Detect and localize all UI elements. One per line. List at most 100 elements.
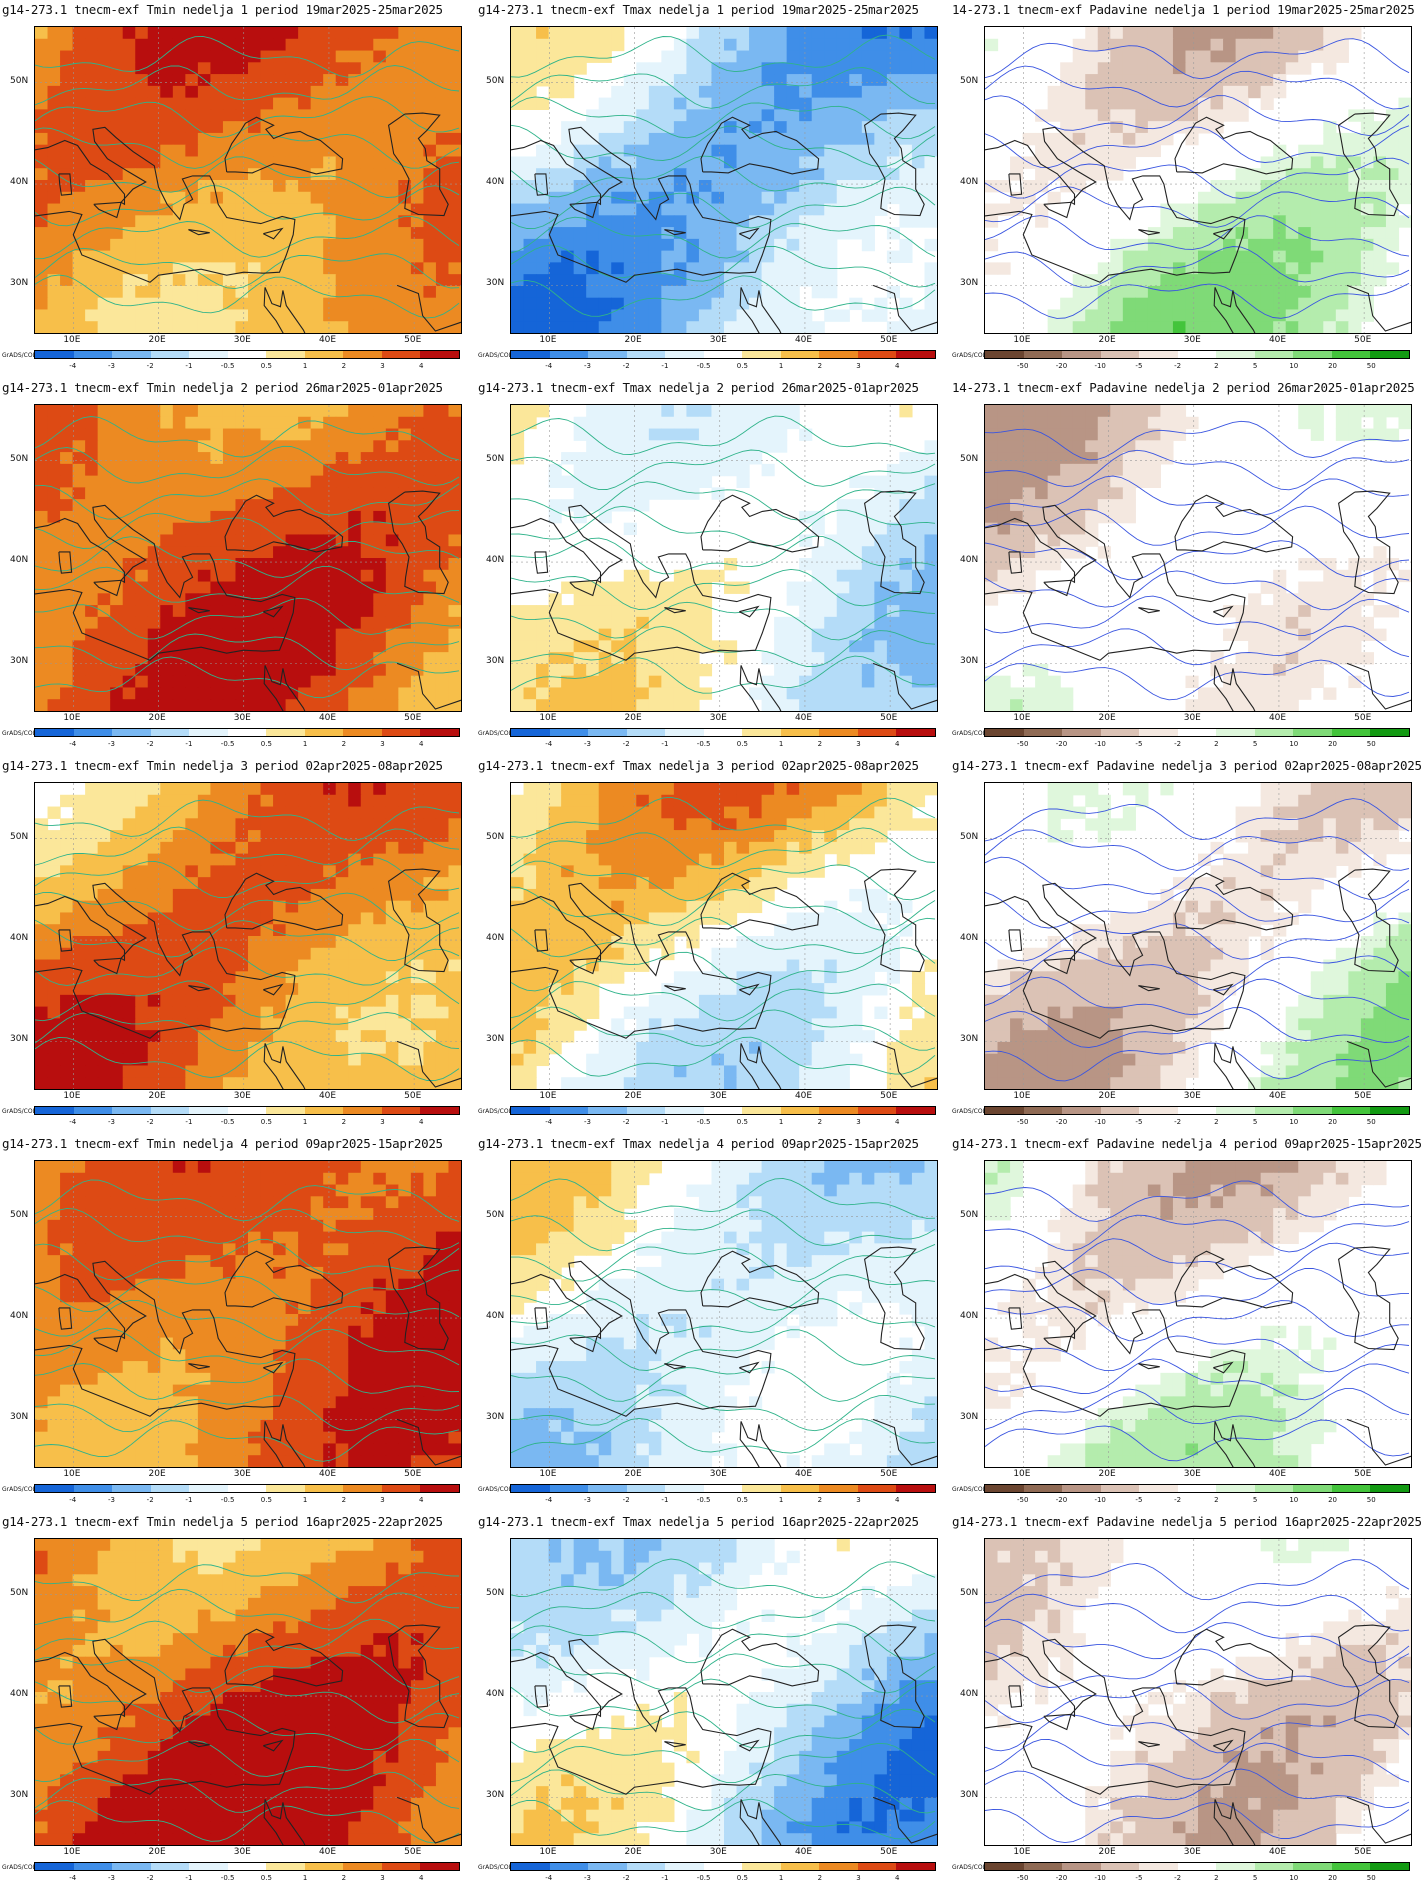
anomaly-cell bbox=[924, 215, 937, 228]
anomaly-cell bbox=[47, 830, 61, 843]
anomaly-map bbox=[984, 26, 1412, 334]
anomaly-cell bbox=[373, 168, 387, 181]
longitude-label: 10E bbox=[63, 713, 81, 723]
anomaly-cell bbox=[210, 97, 224, 110]
anomaly-cell bbox=[611, 463, 625, 477]
anomaly-cell bbox=[924, 663, 937, 677]
anomaly-cell bbox=[1172, 85, 1187, 99]
anomaly-cell bbox=[1273, 652, 1287, 665]
anomaly-cell bbox=[761, 50, 775, 63]
anomaly-cell bbox=[623, 227, 637, 240]
anomaly-cell bbox=[273, 180, 287, 193]
anomaly-cell bbox=[235, 132, 249, 146]
anomaly-cell bbox=[122, 534, 136, 547]
anomaly-cell bbox=[210, 830, 224, 843]
anomaly-cell bbox=[197, 947, 212, 961]
anomaly-cell bbox=[60, 85, 74, 99]
anomaly-cell bbox=[1172, 227, 1187, 240]
colorbar-swatch bbox=[304, 351, 344, 358]
anomaly-cell bbox=[1335, 285, 1349, 299]
anomaly-cell bbox=[523, 285, 537, 299]
anomaly-cell bbox=[197, 783, 212, 796]
anomaly-cell bbox=[761, 168, 775, 181]
anomaly-cell bbox=[1235, 699, 1249, 711]
anomaly-cell bbox=[511, 168, 525, 181]
anomaly-cell bbox=[598, 285, 612, 299]
anomaly-cell bbox=[72, 416, 86, 430]
anomaly-cell bbox=[398, 841, 412, 855]
anomaly-cell bbox=[1260, 191, 1274, 205]
anomaly-cell bbox=[1160, 309, 1174, 322]
anomaly-cell bbox=[160, 522, 174, 536]
anomaly-cell bbox=[1035, 699, 1049, 711]
anomaly-cell bbox=[985, 238, 999, 252]
anomaly-cell bbox=[360, 285, 374, 299]
anomaly-cell bbox=[248, 699, 262, 711]
anomaly-cell bbox=[235, 144, 249, 158]
anomaly-cell bbox=[147, 971, 161, 984]
anomaly-cell bbox=[47, 616, 61, 630]
anomaly-cell bbox=[1260, 297, 1274, 311]
anomaly-cell bbox=[899, 50, 913, 63]
anomaly-cell bbox=[849, 640, 863, 653]
anomaly-cell bbox=[60, 297, 74, 311]
anomaly-cell bbox=[360, 783, 374, 796]
anomaly-cell bbox=[724, 274, 738, 287]
anomaly-cell bbox=[210, 238, 224, 252]
anomaly-cell bbox=[197, 62, 212, 75]
anomaly-cell bbox=[886, 97, 901, 110]
anomaly-cell bbox=[47, 262, 61, 275]
anomaly-cell bbox=[1135, 85, 1149, 99]
anomaly-cell bbox=[1060, 121, 1074, 134]
anomaly-cell bbox=[1398, 144, 1411, 158]
anomaly-cell bbox=[849, 558, 863, 571]
anomaly-cell bbox=[899, 652, 913, 665]
anomaly-cell bbox=[310, 416, 324, 430]
anomaly-cell bbox=[786, 180, 800, 193]
map-panel-tmin-week-2: g14-273.1 tnecm-exf Tmin nedelja 2 perio… bbox=[0, 378, 472, 757]
anomaly-cell bbox=[260, 274, 274, 287]
anomaly-cell bbox=[273, 156, 287, 169]
anomaly-cell bbox=[1273, 38, 1287, 52]
anomaly-cell bbox=[360, 85, 374, 99]
anomaly-cell bbox=[222, 109, 237, 122]
anomaly-cell bbox=[285, 888, 299, 902]
anomaly-cell bbox=[511, 262, 525, 275]
anomaly-cell bbox=[1135, 74, 1149, 87]
anomaly-cell bbox=[698, 628, 713, 641]
anomaly-cell bbox=[598, 640, 612, 653]
colorbar-tick-label: -20 bbox=[1055, 362, 1068, 370]
anomaly-cell bbox=[448, 865, 461, 878]
anomaly-cell bbox=[398, 227, 412, 240]
anomaly-cell bbox=[348, 983, 362, 996]
anomaly-cell bbox=[586, 321, 600, 333]
anomaly-cell bbox=[1035, 215, 1049, 228]
anomaly-cell bbox=[1248, 297, 1262, 311]
anomaly-cell bbox=[1072, 50, 1086, 63]
anomaly-cell bbox=[586, 616, 600, 630]
anomaly-cell bbox=[911, 62, 926, 75]
anomaly-cell bbox=[636, 605, 650, 618]
anomaly-cell bbox=[824, 309, 838, 322]
anomaly-cell bbox=[573, 428, 587, 441]
longitude-label: 10E bbox=[1013, 335, 1031, 345]
anomaly-cell bbox=[1135, 144, 1149, 158]
anomaly-cell bbox=[373, 416, 387, 430]
anomaly-cell bbox=[1147, 250, 1162, 263]
anomaly-cell bbox=[911, 50, 926, 63]
anomaly-cell bbox=[285, 109, 299, 122]
anomaly-cell bbox=[1097, 274, 1111, 287]
anomaly-cell bbox=[1235, 168, 1249, 181]
anomaly-cell bbox=[60, 841, 74, 855]
anomaly-cell bbox=[348, 534, 362, 547]
anomaly-cell bbox=[774, 85, 788, 99]
anomaly-cell bbox=[172, 853, 186, 866]
colorbar-swatch bbox=[703, 729, 743, 736]
anomaly-cell bbox=[273, 675, 287, 689]
anomaly-cell bbox=[448, 971, 461, 984]
anomaly-cell bbox=[172, 250, 186, 263]
anomaly-cell bbox=[661, 274, 675, 287]
anomaly-cell bbox=[310, 959, 324, 972]
anomaly-cell bbox=[1373, 569, 1387, 583]
anomaly-cell bbox=[1348, 132, 1362, 146]
